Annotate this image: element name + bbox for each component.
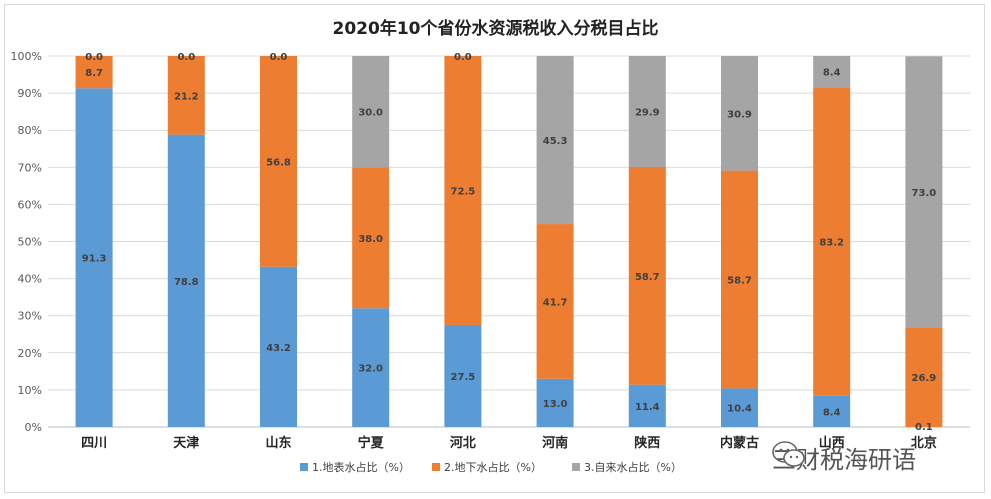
bar-segment xyxy=(75,56,113,89)
data-label: 8.7 xyxy=(85,68,103,79)
bar-segment xyxy=(721,170,758,389)
x-tick-label: 北京 xyxy=(911,435,937,451)
y-tick-label: 90% xyxy=(18,87,42,100)
data-label: 30.9 xyxy=(727,109,752,120)
data-label: 0.0 xyxy=(454,52,472,63)
y-axis-ticks: 0% 10% 20% 30% 40% 50% 60% 70% 80% 90% 100% xyxy=(11,50,42,434)
bar-segment xyxy=(536,378,574,427)
data-label: 0.0 xyxy=(177,52,195,63)
x-tick-label: 天津 xyxy=(173,435,199,451)
y-tick-label: 20% xyxy=(18,347,42,360)
bar-segment xyxy=(352,56,390,168)
bar-segment xyxy=(813,87,851,396)
legend-label: 3.自来水占比（%） xyxy=(584,460,682,474)
bar-segment xyxy=(905,56,943,328)
y-tick-label: 70% xyxy=(18,161,42,174)
legend-label: 1.地表水占比（%） xyxy=(312,460,410,474)
legend-item: 2.地下水占比（%） xyxy=(432,460,542,474)
bar-segment xyxy=(905,327,943,427)
x-tick-label: 山东 xyxy=(265,435,291,451)
legend-item: 3.自来水占比（%） xyxy=(572,460,682,474)
bar-segment xyxy=(260,266,297,427)
x-tick-label: 山西 xyxy=(819,435,845,451)
bar-segment xyxy=(813,56,851,88)
bar-segment xyxy=(628,56,666,167)
y-tick-label: 10% xyxy=(18,384,42,397)
x-axis-ticks: 四川 天津 山东 宁夏 河北 河南 陕西 内蒙古 山西 北京 xyxy=(81,435,937,451)
x-tick-label: 河北 xyxy=(450,435,476,451)
legend-item: 1.地表水占比（%） xyxy=(300,460,410,474)
data-label: 21.2 xyxy=(174,91,199,102)
data-label: 91.3 xyxy=(82,254,107,265)
data-label: 29.9 xyxy=(635,107,660,118)
legend-swatch xyxy=(300,463,308,471)
y-tick-label: 50% xyxy=(18,236,42,249)
legend: 1.地表水占比（%） 2.地下水占比（%） 3.自来水占比（%） xyxy=(300,460,682,474)
legend-swatch xyxy=(432,463,440,471)
data-label: 0.0 xyxy=(270,52,288,63)
data-label: 30.0 xyxy=(358,108,383,119)
x-tick-label: 内蒙古 xyxy=(720,435,759,451)
data-label: 8.4 xyxy=(823,68,841,79)
y-tick-label: 40% xyxy=(18,273,42,286)
data-label: 45.3 xyxy=(543,136,568,147)
data-label: 0.0 xyxy=(85,52,103,63)
y-tick-label: 30% xyxy=(18,310,42,323)
data-label: 41.7 xyxy=(543,297,568,308)
data-label: 58.7 xyxy=(727,276,752,287)
data-label: 26.9 xyxy=(912,373,937,384)
bar-segment xyxy=(167,134,205,428)
y-tick-label: 100% xyxy=(11,50,42,63)
bar-segment xyxy=(628,384,666,427)
data-label: 11.4 xyxy=(635,402,660,413)
bar-segment xyxy=(352,308,390,427)
bar-segment xyxy=(536,224,574,379)
y-tick-label: 80% xyxy=(18,124,42,137)
chart-title: 2020年10个省份水资源税收入分税目占比 xyxy=(332,19,659,39)
x-tick-label: 陕西 xyxy=(634,435,660,451)
wechat-icon xyxy=(772,441,805,467)
y-tick-label: 0% xyxy=(25,421,42,434)
bar-segment xyxy=(721,56,758,171)
data-label: 8.4 xyxy=(823,407,841,418)
bar-segment xyxy=(352,167,390,309)
x-tick-label: 河南 xyxy=(542,435,568,451)
data-label: 32.0 xyxy=(358,364,383,375)
data-label: 10.4 xyxy=(727,404,752,415)
legend-label: 2.地下水占比（%） xyxy=(444,460,542,474)
data-label: 0.1 xyxy=(915,422,933,433)
bar-segment xyxy=(444,324,482,427)
data-label: 38.0 xyxy=(358,234,383,245)
bars xyxy=(75,56,943,428)
data-label: 72.5 xyxy=(451,186,476,197)
data-label: 27.5 xyxy=(451,372,476,383)
data-label: 13.0 xyxy=(543,399,568,410)
data-label: 56.8 xyxy=(266,157,291,168)
watermark: 三财税海研语 xyxy=(772,440,916,475)
bar-segment xyxy=(260,56,297,267)
y-tick-label: 60% xyxy=(18,198,42,211)
bar-segment xyxy=(536,56,574,225)
data-label: 58.7 xyxy=(635,272,660,283)
x-tick-label: 宁夏 xyxy=(358,435,385,451)
data-label: 73.0 xyxy=(912,188,937,199)
data-labels: 91.3 8.7 0.0 78.8 21.2 0.0 43.2 56.8 0.0 32.0 38.0… xyxy=(82,52,937,433)
bar-segment xyxy=(721,388,758,427)
bar-segment xyxy=(75,88,113,427)
data-label: 78.8 xyxy=(174,277,199,288)
x-tick-label: 四川 xyxy=(81,436,107,451)
bar-segment xyxy=(628,166,666,385)
bar-segment xyxy=(444,56,482,325)
data-label: 83.2 xyxy=(819,238,844,249)
bar-segment xyxy=(167,56,205,135)
legend-swatch xyxy=(572,463,580,471)
data-label: 43.2 xyxy=(266,343,291,354)
bar-segment xyxy=(813,395,851,427)
